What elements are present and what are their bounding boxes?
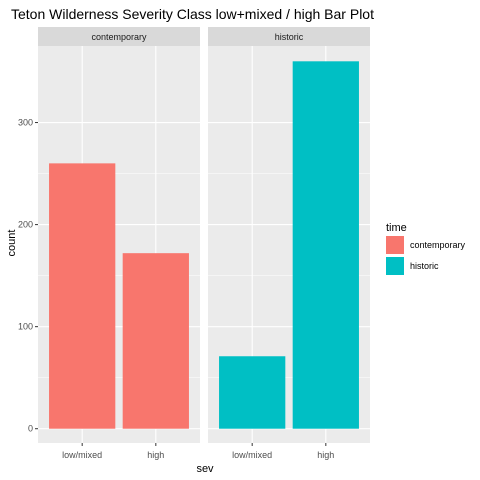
x-axis: low/mixed high low/mixed high	[62, 443, 334, 460]
bar-contemporary-high	[122, 253, 189, 429]
x-axis-title: sev	[196, 463, 214, 475]
x-tick-label: high	[317, 450, 334, 460]
x-tick-label: low/mixed	[232, 450, 272, 460]
y-axis-title: count	[6, 230, 18, 257]
x-tick-label: low/mixed	[62, 450, 102, 460]
facet-strip-label: historic	[275, 32, 304, 42]
y-axis: 0 100 200 300	[18, 118, 38, 434]
legend-title: time	[386, 222, 407, 234]
bar-contemporary-low-mixed	[49, 163, 116, 429]
legend-swatch	[386, 236, 404, 254]
legend-swatch	[386, 257, 404, 275]
legend-label: contemporary	[410, 240, 466, 250]
facet-panel-historic: historic	[208, 27, 370, 443]
facet-strip	[38, 27, 200, 46]
facet-panels: contemporary historic	[38, 27, 370, 443]
y-tick-label: 0	[28, 424, 33, 434]
bar-historic-low-mixed	[219, 356, 286, 429]
legend: time contemporary historic	[386, 222, 466, 275]
facet-strip-label: contemporary	[91, 32, 147, 42]
y-tick-label: 300	[18, 118, 33, 128]
legend-label: historic	[410, 261, 439, 271]
facet-panel-contemporary: contemporary	[38, 27, 200, 443]
x-tick-label: high	[147, 450, 164, 460]
bar-historic-high	[292, 61, 359, 429]
y-tick-label: 200	[18, 220, 33, 230]
y-tick-label: 100	[18, 322, 33, 332]
facet-strip	[208, 27, 370, 46]
chart-title: Teton Wilderness Severity Class low+mixe…	[11, 6, 374, 22]
